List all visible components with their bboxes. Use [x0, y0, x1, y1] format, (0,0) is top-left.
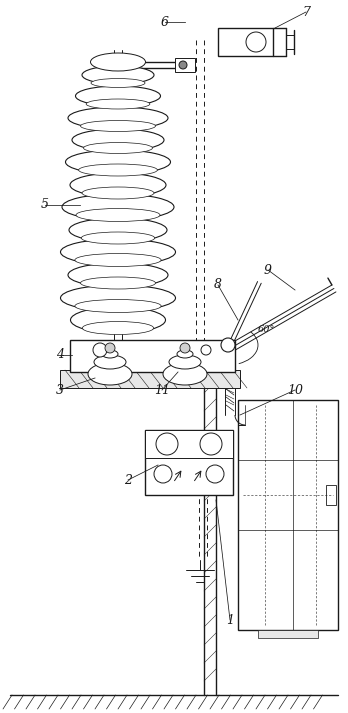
Bar	[326, 485, 336, 505]
Ellipse shape	[177, 350, 193, 358]
Bar	[258, 630, 318, 638]
Circle shape	[206, 465, 224, 483]
Ellipse shape	[61, 285, 175, 311]
Ellipse shape	[86, 99, 150, 109]
Circle shape	[200, 433, 222, 455]
Ellipse shape	[70, 173, 166, 197]
Ellipse shape	[88, 363, 132, 385]
Bar	[70, 340, 235, 372]
Text: 7: 7	[302, 6, 310, 19]
Ellipse shape	[82, 322, 153, 334]
Ellipse shape	[71, 307, 166, 333]
Ellipse shape	[91, 78, 145, 88]
Ellipse shape	[76, 86, 160, 106]
Bar	[145, 430, 233, 458]
Circle shape	[93, 343, 107, 357]
Ellipse shape	[76, 208, 160, 222]
Circle shape	[221, 338, 235, 352]
Ellipse shape	[169, 355, 201, 369]
Text: 4: 4	[56, 349, 64, 361]
Ellipse shape	[75, 254, 161, 267]
Text: 8: 8	[214, 279, 222, 292]
Bar	[218, 28, 273, 56]
Bar	[145, 430, 233, 495]
Ellipse shape	[68, 263, 168, 287]
Text: 10: 10	[287, 384, 303, 396]
Ellipse shape	[90, 53, 145, 71]
Circle shape	[180, 343, 190, 353]
Circle shape	[179, 61, 187, 69]
Text: 11: 11	[154, 384, 170, 396]
Text: 6: 6	[161, 16, 169, 29]
Ellipse shape	[80, 277, 156, 289]
Ellipse shape	[61, 239, 175, 265]
Circle shape	[201, 345, 211, 355]
Text: 9: 9	[264, 264, 272, 277]
Ellipse shape	[163, 363, 207, 385]
Ellipse shape	[84, 143, 152, 153]
Bar	[60, 370, 240, 388]
Bar	[238, 400, 338, 630]
Ellipse shape	[65, 150, 171, 174]
Ellipse shape	[82, 187, 154, 199]
Ellipse shape	[102, 350, 118, 358]
Bar	[175, 58, 195, 72]
Ellipse shape	[94, 355, 126, 369]
Circle shape	[105, 343, 115, 353]
Text: 2: 2	[124, 473, 132, 486]
Ellipse shape	[80, 120, 156, 131]
Ellipse shape	[75, 299, 161, 312]
Ellipse shape	[82, 66, 154, 84]
Ellipse shape	[81, 232, 155, 244]
Circle shape	[154, 465, 172, 483]
Text: 1: 1	[226, 613, 234, 627]
Text: 5: 5	[41, 198, 49, 212]
Text: 60°: 60°	[258, 326, 275, 334]
Text: 3: 3	[56, 384, 64, 396]
Ellipse shape	[69, 218, 167, 242]
Ellipse shape	[68, 107, 168, 129]
Circle shape	[156, 433, 178, 455]
Ellipse shape	[62, 194, 174, 220]
Ellipse shape	[72, 129, 164, 151]
Ellipse shape	[79, 164, 157, 176]
